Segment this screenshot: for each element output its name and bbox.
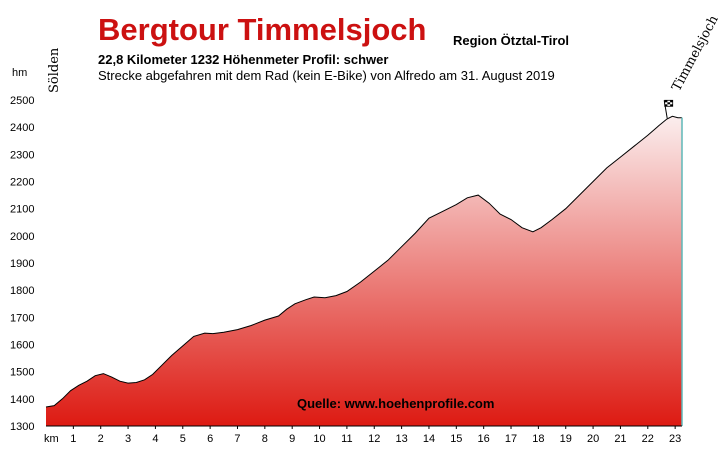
chart-title: Bergtour Timmelsjoch (98, 12, 427, 47)
start-place-label: Sölden (47, 47, 62, 93)
y-tick-label: 1500 (10, 367, 34, 379)
x-tick-label: 6 (207, 433, 213, 445)
x-tick-label: 23 (669, 433, 681, 445)
x-tick-label: 16 (478, 433, 490, 445)
x-tick-label: 19 (560, 433, 572, 445)
x-tick-label: 22 (642, 433, 654, 445)
x-tick-label: 15 (450, 433, 462, 445)
end-place-label: Timmelsjoch (669, 13, 722, 94)
x-tick-label: 20 (587, 433, 599, 445)
x-tick-label: 3 (125, 433, 131, 445)
x-tick-label: 14 (423, 433, 435, 445)
x-tick-label: 11 (341, 433, 352, 445)
x-tick-label: 18 (532, 433, 544, 445)
y-tick-label: 1700 (10, 312, 34, 324)
y-tick-label: 1300 (10, 421, 34, 433)
x-tick-label: 9 (289, 433, 295, 445)
x-axis-unit: km (44, 433, 59, 445)
y-tick-label: 2200 (10, 177, 34, 189)
x-tick-label: 7 (234, 433, 240, 445)
x-tick-label: 12 (368, 433, 380, 445)
x-tick-label: 13 (395, 433, 407, 445)
y-axis-unit: hm (12, 67, 28, 79)
source-credit: Quelle: www.hoehenprofile.com (297, 396, 494, 411)
x-tick-label: 10 (313, 433, 325, 445)
y-tick-label: 1800 (10, 285, 34, 297)
x-tick-label: 5 (180, 433, 186, 445)
x-tick-label: 17 (505, 433, 517, 445)
y-tick-label: 1600 (10, 340, 34, 352)
region-label: Region Ötztal-Tirol (453, 33, 570, 48)
route-description: Strecke abgefahren mit dem Rad (kein E-B… (98, 68, 555, 83)
route-stats: 22,8 Kilometer 1232 Höhenmeter Profil: s… (98, 52, 389, 67)
y-tick-label: 1900 (10, 258, 34, 270)
summit-flag-icon (663, 99, 674, 119)
y-tick-label: 2000 (10, 231, 34, 243)
y-tick-label: 2300 (10, 149, 34, 161)
x-tick-label: 21 (614, 433, 626, 445)
y-tick-label: 2500 (10, 95, 34, 107)
elevation-area (46, 116, 682, 427)
x-tick-label: 2 (98, 433, 104, 445)
x-tick-label: 4 (152, 433, 158, 445)
elevation-line (45, 115, 682, 408)
y-tick-label: 2100 (10, 204, 34, 216)
y-tick-label: 2400 (10, 122, 34, 134)
y-tick-label: 1400 (10, 394, 34, 406)
x-tick-label: 1 (70, 433, 76, 445)
x-tick-label: 8 (262, 433, 268, 445)
